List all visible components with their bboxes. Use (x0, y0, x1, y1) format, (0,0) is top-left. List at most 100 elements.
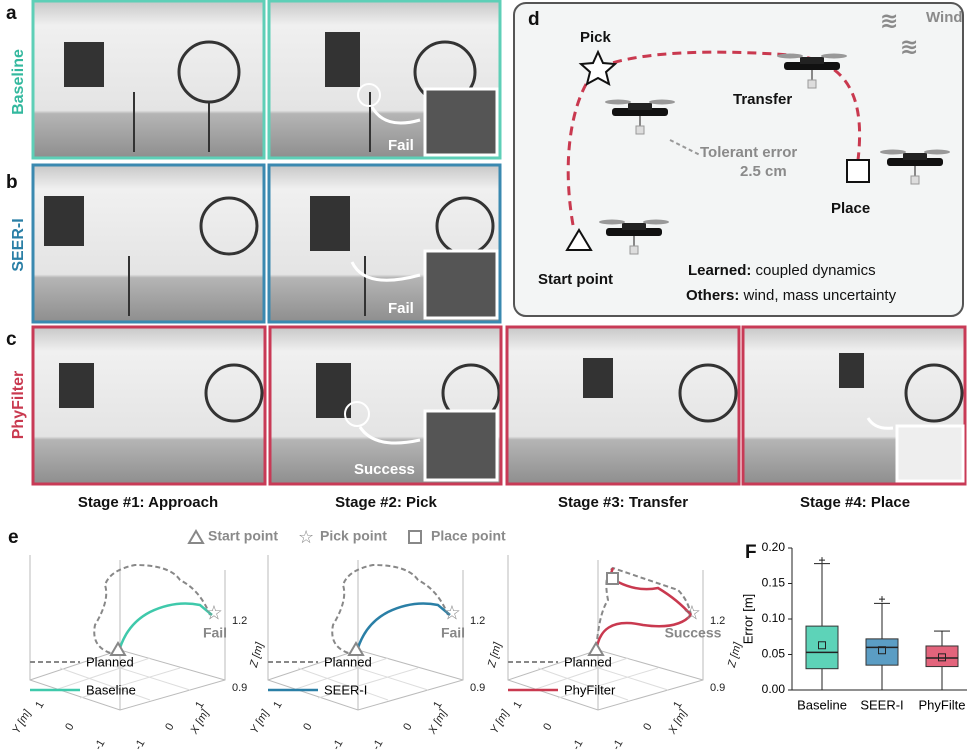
photo-row (33, 327, 965, 484)
axis-label: Y [m] (248, 707, 272, 736)
place-marker (607, 573, 618, 584)
method-path (356, 604, 450, 655)
x-tick-label: 1 (193, 699, 206, 710)
start-marker (589, 643, 603, 655)
box (926, 646, 958, 667)
y-tick-label: 1 (33, 699, 46, 710)
legend-label: Place point (431, 528, 506, 544)
x-tick-label: 0 (641, 721, 654, 732)
box (806, 626, 838, 669)
y-tick-label: 0 (301, 721, 314, 732)
wind-icon: ≋ (880, 8, 898, 33)
note: Learned: coupled dynamics (688, 262, 876, 279)
result-label: Fail (441, 625, 465, 641)
inset (425, 89, 497, 155)
label: 2.5 cm (740, 163, 787, 180)
y-tick-label: 0.20 (762, 540, 786, 554)
y-tick-label: -1 (330, 738, 345, 751)
pick-marker: ☆ (443, 602, 461, 624)
start-marker (349, 643, 363, 655)
label: Wind (926, 9, 963, 26)
stage-caption: Stage #2: Pick (335, 494, 437, 511)
axis-label: Z [m] (486, 640, 505, 669)
annotation: Fail (388, 137, 414, 154)
z-tick-label: 0.9 (710, 682, 725, 694)
axis-label: X [m] (666, 707, 690, 737)
label: Start point (538, 271, 613, 288)
y-axis-title: Error [m] (740, 594, 755, 645)
x-tick-label: Baseline (797, 697, 847, 712)
panel-label: b (6, 172, 18, 193)
x-tick-label: 1 (431, 699, 444, 710)
legend-marker: ☆ (298, 527, 314, 547)
x-tick-label: 0 (163, 721, 176, 732)
stage-caption: Stage #3: Transfer (558, 494, 688, 511)
x-tick-label: 1 (671, 699, 684, 710)
legend-label: Baseline (86, 682, 136, 697)
result-label: Success (665, 625, 722, 641)
annotation: Success (354, 461, 415, 478)
y-tick-label: -1 (92, 738, 107, 751)
pick-marker: ☆ (683, 602, 701, 624)
stage-caption: Stage #1: Approach (78, 494, 218, 511)
inset (425, 251, 497, 318)
square-marker (847, 160, 869, 182)
z-tick-label: 0.9 (232, 682, 247, 694)
panel-label: F (745, 542, 757, 563)
plot-3d: ☆Fail Planned Baseline 1.2 0.9 Z [m] Y [m] X [m… (10, 555, 266, 751)
z-tick-label: 1.2 (232, 615, 247, 627)
panel-label: c (6, 329, 17, 350)
box (866, 639, 898, 665)
label: Transfer (733, 91, 792, 108)
y-tick-label: 0 (541, 721, 554, 732)
axis-label: X [m] (188, 707, 212, 737)
inset (897, 426, 963, 481)
x-tick-label: 0 (401, 721, 414, 732)
x-tick-label: PhyFilte (919, 697, 966, 712)
legend-label: Planned (564, 654, 612, 669)
label: Pick (580, 29, 612, 46)
label: Tolerant error (700, 144, 797, 161)
axis-label: Y [m] (488, 707, 512, 736)
legend-label: SEER-I (324, 682, 367, 697)
axis-label: Z [m] (248, 640, 267, 669)
panel-label: e (8, 527, 19, 548)
y-tick-label: 1 (271, 699, 284, 710)
y-tick-label: 0.00 (762, 682, 786, 696)
plot-3d: ☆SuccessPlannedPhyFilter1.20.9Z [m]Y [m]… (488, 555, 744, 751)
start-marker (111, 643, 125, 655)
photo (34, 328, 264, 483)
photo (34, 2, 263, 157)
panel-label: a (6, 3, 17, 24)
y-tick-label: 0.05 (762, 647, 786, 661)
y-tick-label: -1 (570, 738, 585, 751)
legend-marker (189, 531, 203, 543)
note-key: Learned: (688, 262, 751, 279)
legend-label: Start point (208, 528, 278, 544)
outlier (879, 596, 885, 602)
x-tick-label: SEER-I (860, 697, 903, 712)
result-label: Fail (203, 625, 227, 641)
panel-label: d (528, 9, 540, 30)
outlier (819, 557, 825, 563)
legend-label: Planned (324, 654, 372, 669)
y-tick-label: 0.10 (762, 611, 786, 625)
legend-label: Planned (86, 654, 134, 669)
legend-label: Pick point (320, 528, 387, 544)
z-tick-label: 1.2 (470, 615, 485, 627)
legend-label: PhyFilter (564, 682, 616, 697)
axis-label: X [m] (426, 707, 450, 737)
x-tick-label: -1 (132, 738, 147, 751)
inset (425, 411, 497, 480)
annotation: Fail (388, 300, 414, 317)
photo (34, 166, 263, 321)
note-text: coupled dynamics (756, 262, 876, 279)
axis-label: Y [m] (10, 707, 34, 736)
pick-marker: ☆ (205, 602, 223, 624)
label: Place (831, 200, 870, 217)
method-path (118, 604, 212, 655)
wind-icon: ≋ (900, 34, 918, 59)
row-label: PhyFilter (10, 371, 27, 439)
